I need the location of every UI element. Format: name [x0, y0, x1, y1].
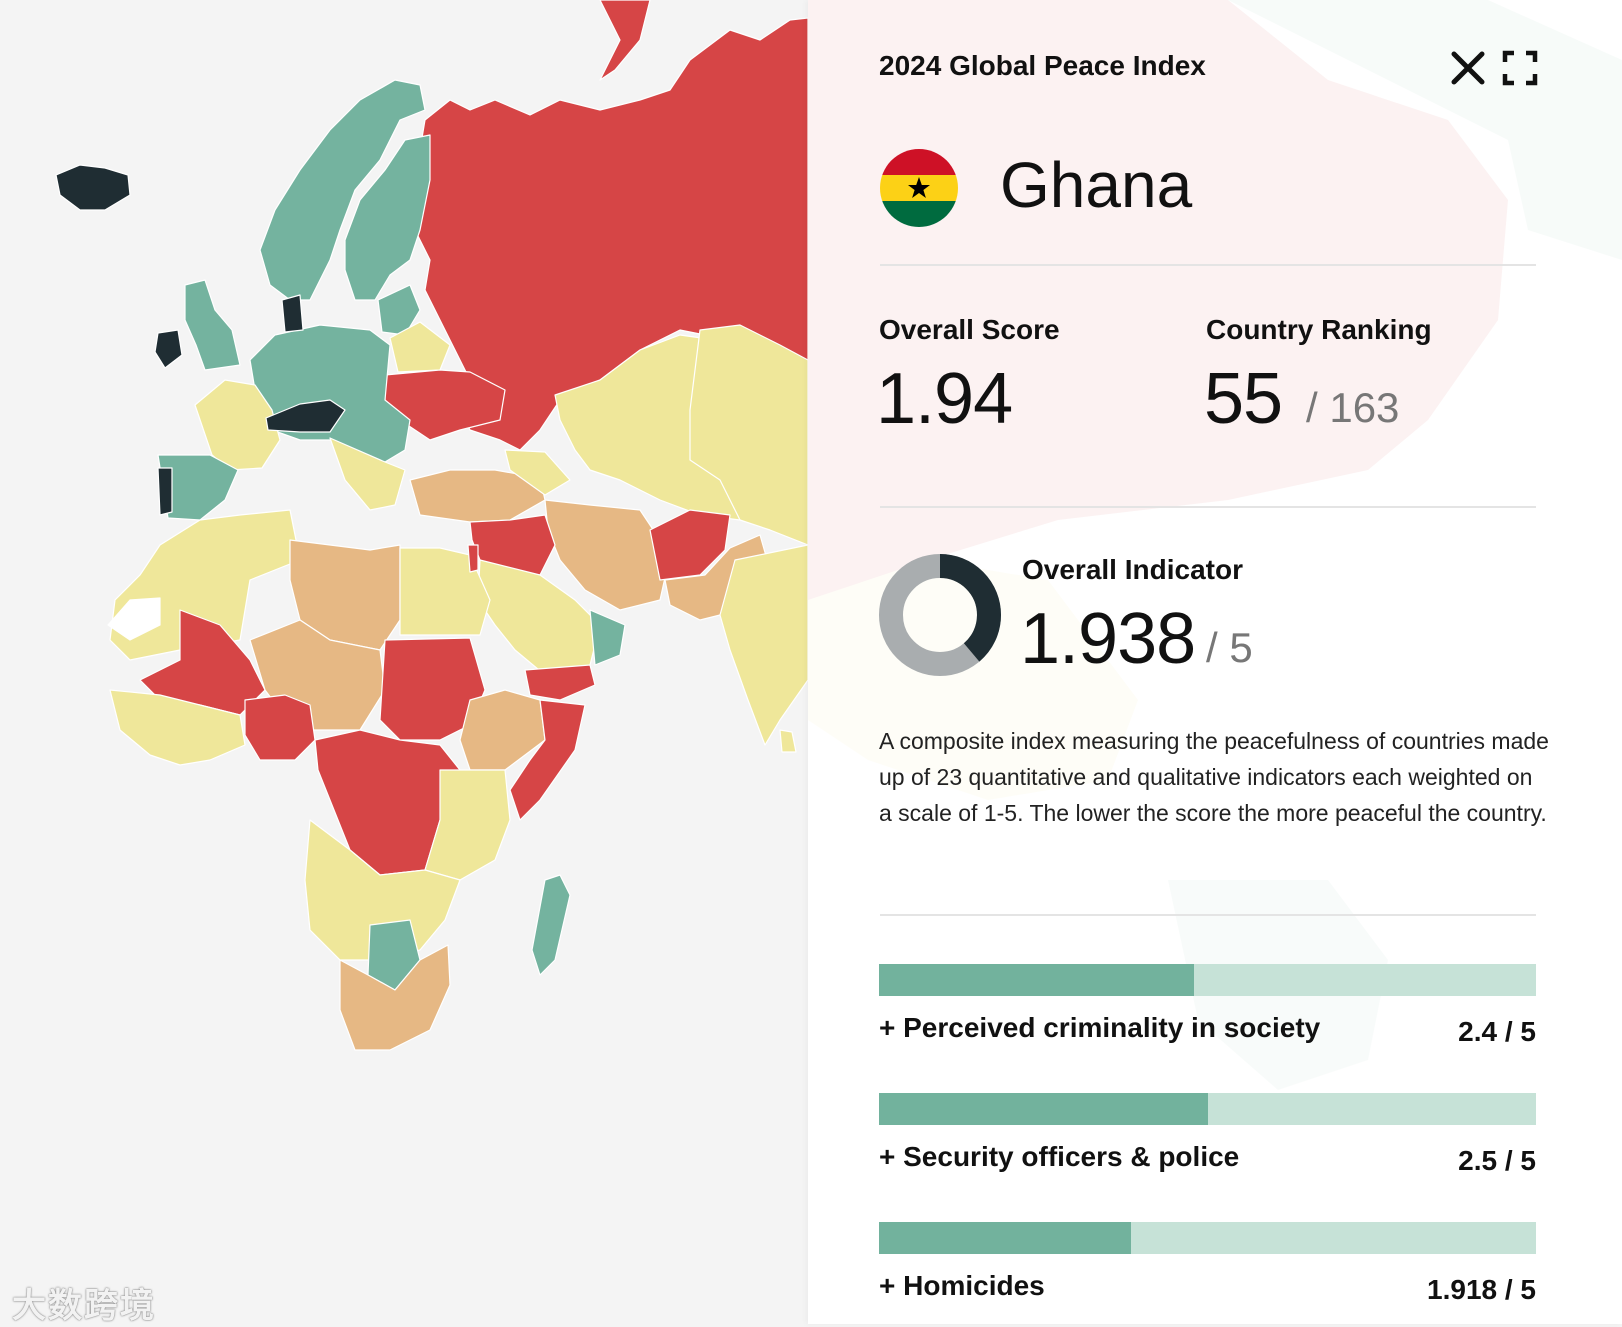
close-icon — [1451, 51, 1485, 85]
country-uk[interactable] — [184, 279, 241, 371]
country-angola-zambia[interactable] — [304, 819, 461, 961]
country-caucasus[interactable] — [504, 449, 571, 496]
country-baltics[interactable] — [377, 284, 421, 336]
divider — [880, 914, 1536, 916]
country-iceland[interactable] — [55, 164, 131, 211]
divider — [880, 506, 1536, 508]
country-ranking-total: / 163 — [1306, 384, 1400, 431]
country-detail-panel: 2024 Global Peace Index Ghana Overall Sc… — [808, 0, 1622, 1324]
country-oman[interactable] — [589, 609, 626, 666]
indicator-bar-fill — [879, 964, 1195, 996]
country-mongolia-china[interactable] — [689, 324, 808, 546]
country-israel[interactable] — [467, 544, 479, 573]
overall-score-label: Overall Score — [879, 314, 1060, 345]
world-map[interactable] — [0, 0, 808, 1324]
overall-score-value: 1.94 — [876, 359, 1013, 439]
overall-indicator-label: Overall Indicator — [1022, 554, 1243, 585]
country-india[interactable] — [719, 544, 808, 746]
country-ranking-label: Country Ranking — [1206, 314, 1432, 345]
country-madagascar[interactable] — [531, 874, 571, 976]
country-west-africa[interactable] — [109, 689, 246, 766]
overall-indicator-max: / 5 — [1206, 624, 1253, 671]
indicator-bar-criminality[interactable] — [879, 964, 1536, 996]
indicator-value-homicides: 1.918 / 5 — [1427, 1274, 1536, 1305]
indicator-bar-fill — [879, 1093, 1208, 1125]
country-nigeria[interactable] — [244, 694, 316, 761]
country-sweden-finland[interactable] — [344, 134, 431, 301]
country-spain[interactable] — [157, 454, 239, 521]
country-afghanistan[interactable] — [649, 509, 731, 581]
country-sudan[interactable] — [379, 637, 486, 741]
country-belarus[interactable] — [389, 321, 451, 373]
indicator-label-police[interactable]: + Security officers & police — [879, 1141, 1240, 1172]
donut-fill — [879, 554, 1001, 676]
country-libya[interactable] — [289, 539, 401, 651]
country-srilanka[interactable] — [779, 729, 797, 753]
indicator-label-criminality[interactable]: + Perceived criminality in society — [879, 1012, 1321, 1043]
country-ranking-value: 55 — [1204, 359, 1283, 439]
indicator-bar-police[interactable] — [879, 1093, 1536, 1125]
country-austria-switzerland[interactable] — [265, 399, 346, 433]
country-western-sahara[interactable] — [107, 597, 161, 641]
indicator-value-criminality: 2.4 / 5 — [1458, 1016, 1536, 1047]
fullscreen-icon — [1502, 50, 1538, 86]
country-yemen[interactable] — [524, 664, 596, 701]
overall-indicator-value: 1.938 — [1020, 599, 1196, 679]
panel-title: 2024 Global Peace Index — [879, 50, 1206, 81]
watermark: 大数跨境 — [12, 1286, 156, 1326]
overall-indicator-donut — [879, 554, 1001, 676]
indicator-label-homicides[interactable]: + Homicides — [879, 1270, 1045, 1301]
country-norway[interactable] — [259, 79, 426, 301]
fullscreen-button[interactable] — [1502, 50, 1538, 86]
country-east-africa[interactable] — [424, 769, 511, 881]
country-balkans[interactable] — [329, 437, 406, 511]
close-button[interactable] — [1448, 48, 1488, 88]
indicator-bar-homicides[interactable] — [879, 1222, 1536, 1254]
divider — [880, 264, 1536, 266]
indicator-value-police: 2.5 / 5 — [1458, 1145, 1536, 1176]
ghana-flag-icon — [880, 149, 958, 227]
country-ethiopia[interactable] — [459, 689, 546, 771]
country-egypt[interactable] — [399, 547, 491, 636]
country-portugal[interactable] — [157, 467, 173, 516]
map-svg[interactable] — [0, 0, 808, 1324]
indicator-bar-fill — [879, 1222, 1132, 1254]
country-south-africa[interactable] — [339, 944, 451, 1051]
country-denmark[interactable] — [281, 294, 304, 333]
country-ireland[interactable] — [154, 329, 183, 369]
index-description: A composite index measuring the peaceful… — [879, 728, 1549, 826]
country-somalia[interactable] — [509, 699, 586, 821]
country-name: Ghana — [1000, 149, 1193, 221]
